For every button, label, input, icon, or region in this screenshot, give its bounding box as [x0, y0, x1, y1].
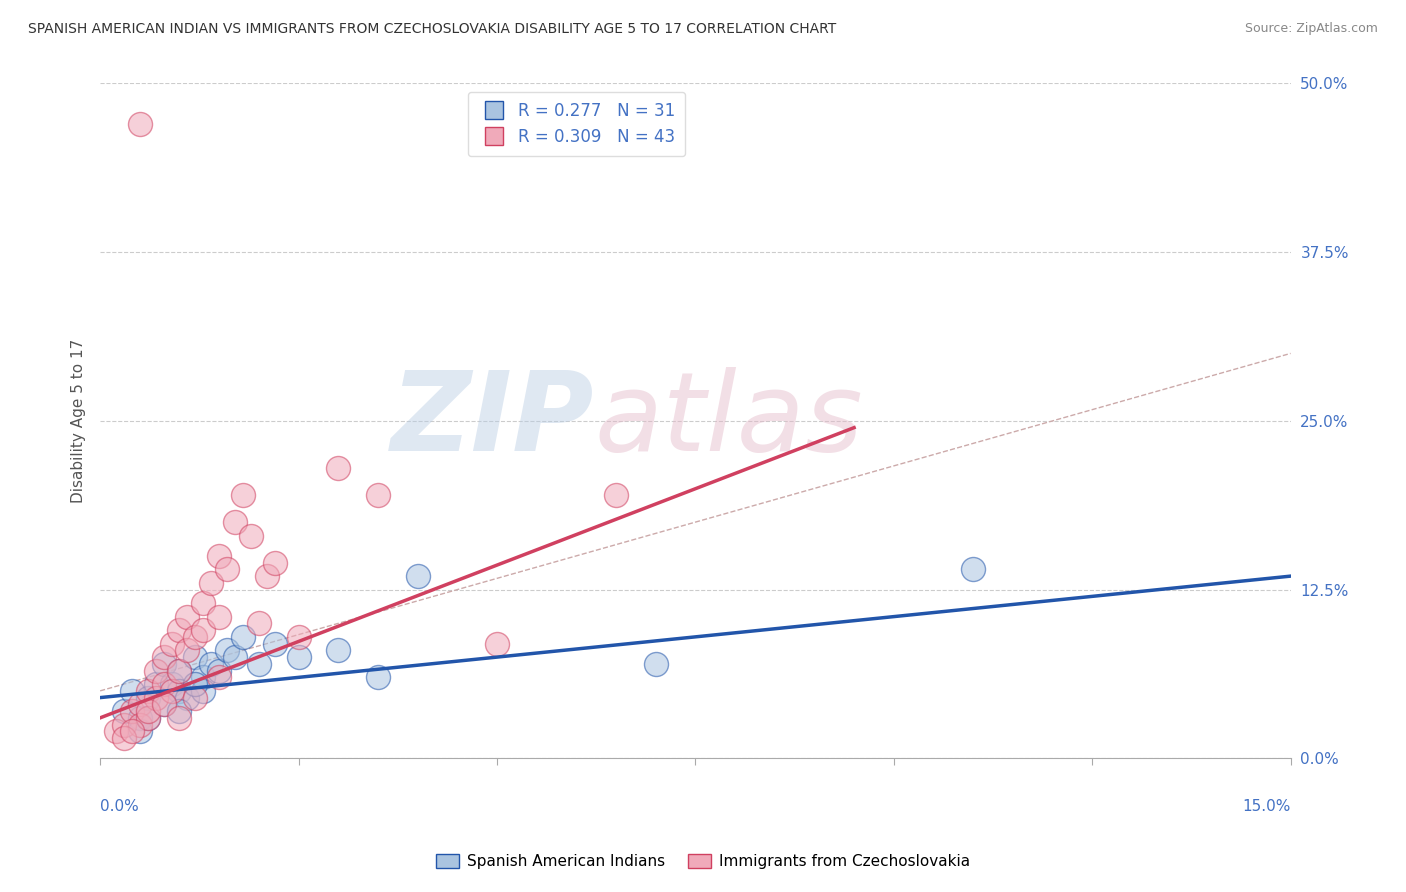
Point: [644, 657, 666, 671]
Legend: Spanish American Indians, Immigrants from Czechoslovakia: Spanish American Indians, Immigrants fro…: [430, 848, 976, 875]
Point: [136, 711, 159, 725]
Point: [224, 515, 246, 529]
Point: [208, 609, 231, 624]
Point: [328, 461, 350, 475]
Point: [136, 684, 159, 698]
Point: [160, 637, 183, 651]
Point: [232, 488, 254, 502]
Point: [256, 569, 278, 583]
Point: [112, 717, 135, 731]
Text: ZIP: ZIP: [391, 368, 595, 475]
Point: [193, 596, 215, 610]
Point: [239, 528, 262, 542]
Point: [152, 698, 174, 712]
Point: [287, 630, 309, 644]
Point: [184, 650, 207, 665]
Point: [224, 650, 246, 665]
Point: [121, 704, 143, 718]
Point: [160, 684, 183, 698]
Point: [145, 690, 167, 705]
Point: [485, 637, 508, 651]
Point: [136, 704, 159, 718]
Point: [169, 664, 191, 678]
Point: [193, 623, 215, 637]
Point: [176, 643, 198, 657]
Point: [232, 630, 254, 644]
Text: atlas: atlas: [595, 368, 863, 475]
Point: [208, 670, 231, 684]
Point: [105, 724, 128, 739]
Point: [263, 637, 285, 651]
Point: [136, 690, 159, 705]
Point: [193, 670, 215, 684]
Text: Source: ZipAtlas.com: Source: ZipAtlas.com: [1244, 22, 1378, 36]
Y-axis label: Disability Age 5 to 17: Disability Age 5 to 17: [72, 339, 86, 503]
Text: 15.0%: 15.0%: [1243, 799, 1291, 814]
Point: [112, 731, 135, 745]
Point: [128, 117, 150, 131]
Point: [169, 704, 191, 718]
Point: [136, 711, 159, 725]
Point: [160, 677, 183, 691]
Legend: R = 0.277   N = 31, R = 0.309   N = 43: R = 0.277 N = 31, R = 0.309 N = 43: [468, 92, 685, 156]
Point: [176, 690, 198, 705]
Point: [328, 643, 350, 657]
Point: [367, 670, 389, 684]
Point: [128, 711, 150, 725]
Point: [145, 664, 167, 678]
Point: [128, 724, 150, 739]
Point: [184, 690, 207, 705]
Point: [121, 684, 143, 698]
Point: [121, 724, 143, 739]
Point: [128, 717, 150, 731]
Point: [152, 698, 174, 712]
Point: [169, 711, 191, 725]
Point: [128, 698, 150, 712]
Point: [184, 677, 207, 691]
Point: [217, 562, 239, 576]
Point: [247, 657, 270, 671]
Point: [193, 684, 215, 698]
Point: [145, 677, 167, 691]
Point: [200, 657, 222, 671]
Point: [208, 549, 231, 563]
Point: [287, 650, 309, 665]
Point: [176, 609, 198, 624]
Point: [112, 704, 135, 718]
Point: [263, 556, 285, 570]
Point: [169, 664, 191, 678]
Point: [152, 657, 174, 671]
Point: [152, 677, 174, 691]
Point: [152, 650, 174, 665]
Point: [962, 562, 984, 576]
Text: 0.0%: 0.0%: [100, 799, 139, 814]
Point: [367, 488, 389, 502]
Point: [217, 643, 239, 657]
Point: [208, 664, 231, 678]
Point: [184, 630, 207, 644]
Point: [200, 575, 222, 590]
Point: [247, 616, 270, 631]
Text: SPANISH AMERICAN INDIAN VS IMMIGRANTS FROM CZECHOSLOVAKIA DISABILITY AGE 5 TO 17: SPANISH AMERICAN INDIAN VS IMMIGRANTS FR…: [28, 22, 837, 37]
Point: [169, 623, 191, 637]
Point: [169, 684, 191, 698]
Point: [605, 488, 627, 502]
Point: [406, 569, 429, 583]
